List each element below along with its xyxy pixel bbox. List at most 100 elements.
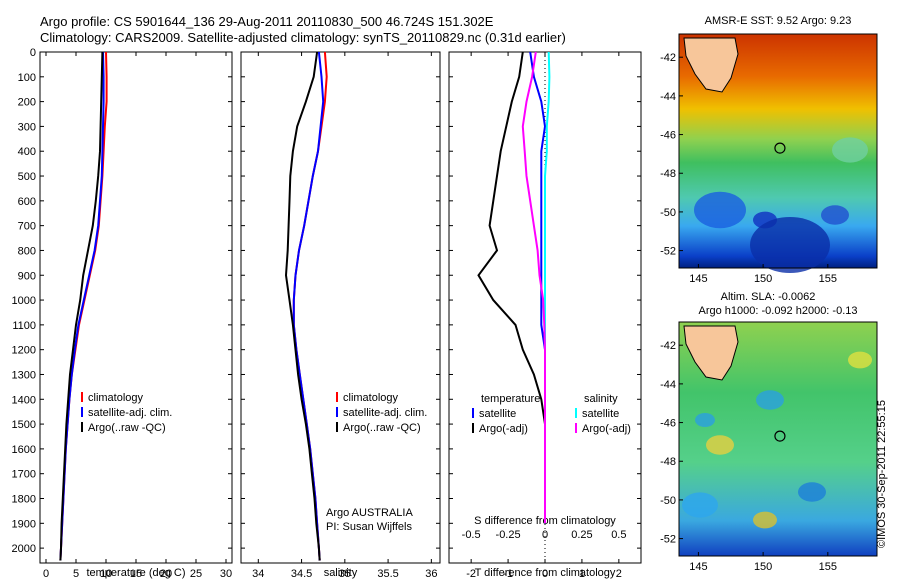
y-tick-label: -48 [660,168,676,180]
map-frame [678,33,878,269]
legend-entry: temperature [481,393,540,405]
y-tick-label: 400 [18,146,36,158]
y-tick-label: 500 [18,171,36,183]
map-field-feature [848,351,872,369]
legend-entry: Argo(-adj) [479,423,528,435]
legend-entry: satellite [582,408,619,420]
legend-entry: salinity [584,393,618,405]
y-tick-label: 1300 [12,369,36,381]
y-tick-label: -42 [660,340,676,352]
series-line-climatology [292,51,328,561]
x-tick-label: 145 [689,561,707,573]
x-tick-label: -1 [503,568,513,580]
y-tick-label: 1100 [12,320,36,332]
y-tick-label: 700 [18,221,36,233]
x-tick-label: 34.5 [291,568,312,580]
legend-entry: satellite [479,408,516,420]
tasmania-land [683,325,739,381]
legend-entry: climatology [88,392,144,404]
y-tick-label: 0 [30,47,36,59]
x-tick-label: 36 [425,568,437,580]
y-tick-label: -44 [660,91,676,103]
x-tick-label-salinity: 0.25 [571,529,592,541]
y-tick-label: -44 [660,379,676,391]
tasmania-land [683,37,739,93]
map-field-feature [753,511,777,529]
x-tick-label: 2 [616,568,622,580]
x-tick-label: 34 [252,568,264,580]
x-tick-label: 20 [160,568,172,580]
y-tick-label: 1800 [12,494,36,506]
x-tick-label-salinity: -0.5 [462,529,481,541]
map-title-line: Altim. SLA: -0.0062 [721,291,816,303]
x-tick-label: 150 [754,561,772,573]
legend-entry: Argo(..raw -QC) [88,422,166,434]
x-tick-label-salinity: 0.5 [611,529,626,541]
x-tick-label: 1 [579,568,585,580]
map-title: AMSR-E SST: 9.52 Argo: 9.23 [705,15,852,27]
x-tick-label-salinity: 0 [542,529,548,541]
legend-entry: satellite-adj. clim. [343,407,427,419]
map-field-feature [756,390,784,410]
series-line-salinity-argo-adj- [521,51,546,524]
x-tick-label: 145 [689,273,707,285]
x-tick-label: 25 [190,568,202,580]
legend-entry: satellite-adj. clim. [88,407,172,419]
map-field-feature [706,435,734,455]
x-axis-label: temperature (deg C) [86,567,185,579]
series-line-satellite-adj-clim- [292,51,325,561]
y-tick-label: -50 [660,495,676,507]
x-tick-label-salinity: -0.25 [496,529,521,541]
x-tick-label: 35.5 [377,568,398,580]
series-line-satellite-adj-clim- [59,51,105,561]
x-tick-label: 35 [339,568,351,580]
x-tick-label: 150 [754,273,772,285]
x-tick-label: 0 [43,568,49,580]
map-field-feature [798,482,826,502]
y-tick-label: -48 [660,456,676,468]
y-tick-label: 1900 [12,518,36,530]
series-line-satellite [529,51,547,524]
x-tick-label: 30 [220,568,232,580]
x-tick-label: 15 [130,568,142,580]
map-field-feature [821,205,849,225]
y-tick-label: 300 [18,121,36,133]
series-line-argo-raw-qc- [59,51,104,561]
x-tick-label: 10 [100,568,112,580]
y-tick-label: 1700 [12,469,36,481]
y-tick-label: 1000 [12,295,36,307]
map-field-feature [832,137,868,163]
y-tick-label: -46 [660,130,676,142]
y-tick-label: 1200 [12,345,36,357]
y-tick-label: 900 [18,270,36,282]
y-tick-label: 100 [18,72,36,84]
y-tick-label: -42 [660,52,676,64]
argo-float-marker [774,430,786,442]
legend-entry: Argo(..raw -QC) [343,422,421,434]
y-tick-label: 600 [18,196,36,208]
y-tick-label: 800 [18,245,36,257]
y-tick-label: -50 [660,207,676,219]
y-tick-label: -52 [660,246,676,258]
y-tick-label: 2000 [12,543,36,555]
argo-float-marker [774,142,786,154]
map-title-line: Argo h1000: -0.092 h2000: -0.13 [698,305,857,317]
chart-title-line2: Climatology: CARS2009. Satellite-adjuste… [40,30,566,45]
x-tick-label: 5 [73,568,79,580]
y-tick-label: 200 [18,97,36,109]
y-tick-label: -46 [660,418,676,430]
y-tick-label: 1500 [12,419,36,431]
map-field-feature [694,191,746,229]
legend-entry: Argo(-adj) [582,423,631,435]
y-tick-label: -52 [660,534,676,546]
y-tick-label: 1600 [12,444,36,456]
x-tick-label: 155 [819,273,837,285]
annotation-text: PI: Susan Wijffels [326,521,412,533]
series-line-argo-adj- [477,51,546,524]
x-tick-label: 0 [542,568,548,580]
map-field-feature [695,413,715,427]
x-axis-label: salinity [324,567,358,579]
legend-entry: climatology [343,392,399,404]
x-axis-label: T difference from climatology [475,567,616,579]
